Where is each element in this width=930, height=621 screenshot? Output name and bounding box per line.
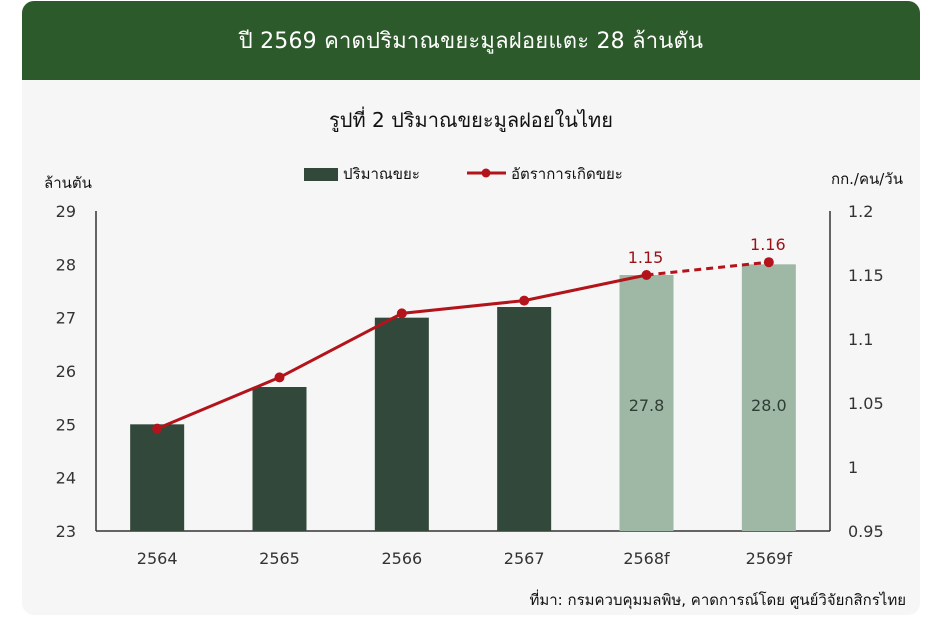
headline-text: ปี 2569 คาดปริมาณขยะมูลฝอยแตะ 28 ล้านตัน [238,29,704,54]
line-point [519,295,530,306]
line-data-label: 1.15 [628,248,664,267]
y-left-tick-label: 23 [56,522,76,541]
source-note: ที่มา: กรมควบคุมมลพิษ, คาดการณ์โดย ศูนย์… [529,591,906,609]
y-left-tick-label: 25 [56,415,76,434]
x-tick-label: 2567 [504,549,545,568]
y-right-axis-title: กก./คน/วัน [831,170,903,188]
x-tick-label: 2569f [746,549,793,568]
line-point [152,423,163,434]
x-tick-label: 2564 [137,549,178,568]
bar-data-label: 27.8 [629,396,665,415]
y-right-tick-label: 0.95 [848,522,884,541]
y-left-tick-label: 28 [56,255,76,274]
bar [252,387,307,531]
legend-label-bars: ปริมาณขยะ [343,165,420,183]
y-left-tick-label: 29 [56,202,76,221]
bar [497,307,552,531]
chart-card: ปี 2569 คาดปริมาณขยะมูลฝอยแตะ 28 ล้านตัน… [22,1,920,615]
y-right-tick-label: 1.2 [848,202,873,221]
y-right-tick-label: 1.15 [848,266,884,285]
x-tick-label: 2566 [381,549,422,568]
legend-swatch-bars [304,168,338,181]
line-point [396,308,407,319]
x-tick-label: 2565 [259,549,300,568]
bar-forecast [619,275,674,531]
y-left-axis-title: ล้านตัน [44,174,92,192]
bar [130,424,185,531]
y-left-tick-label: 26 [56,362,76,381]
legend-label-line: อัตราการเกิดขยะ [511,165,623,183]
y-right-tick-label: 1 [848,458,858,477]
line-data-label: 1.16 [750,235,786,254]
x-tick-label: 2568f [623,549,670,568]
y-right-tick-label: 1.05 [848,394,884,413]
bar-forecast [741,264,796,531]
series-line-forecast [646,260,769,277]
line-point [274,372,285,383]
headline-banner: ปี 2569 คาดปริมาณขยะมูลฝอยแตะ 28 ล้านตัน [22,1,920,80]
line-point [641,270,652,280]
bar [374,317,429,531]
y-left-tick-label: 24 [56,469,76,488]
line-point [763,257,774,268]
y-right-tick-label: 1.1 [848,330,873,349]
y-left-tick-label: 27 [56,309,76,328]
chart-title: รูปที่ 2 ปริมาณขยะมูลฝอยในไทย [329,106,613,133]
bar-data-label: 28.0 [751,396,787,415]
legend-marker-line [481,168,491,178]
